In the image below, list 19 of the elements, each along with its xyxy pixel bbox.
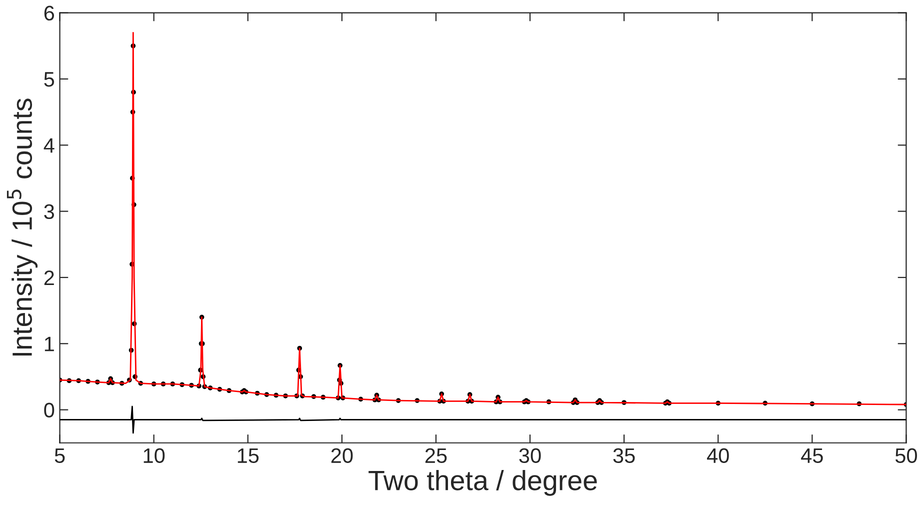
y-tick-label: 2 [44,270,54,286]
x-tick-label: 20 [331,448,353,464]
x-tick-label: 10 [144,448,165,464]
x-tick-label: 45 [801,448,823,464]
x-tick-label: 30 [519,448,541,464]
x-tick-label: 35 [613,448,635,464]
x-axis-title: Two theta / degree [368,470,597,496]
y-tick-label: 3 [44,204,54,220]
x-tick-label: 50 [895,448,917,464]
y-axis-title: Intensity / 10$^{5}$ counts [6,98,38,356]
y-tick-label: 6 [44,6,54,21]
x-tick-label: 15 [238,448,259,464]
y-tick-label: 4 [44,138,54,153]
x-tick-label: 25 [425,448,447,464]
x-tick-label: 40 [707,448,729,464]
x-tick-label: 5 [54,448,65,464]
y-tick-label: 0 [44,402,54,418]
y-tick-label: 1 [44,336,54,352]
y-tick-label: 5 [44,72,54,87]
